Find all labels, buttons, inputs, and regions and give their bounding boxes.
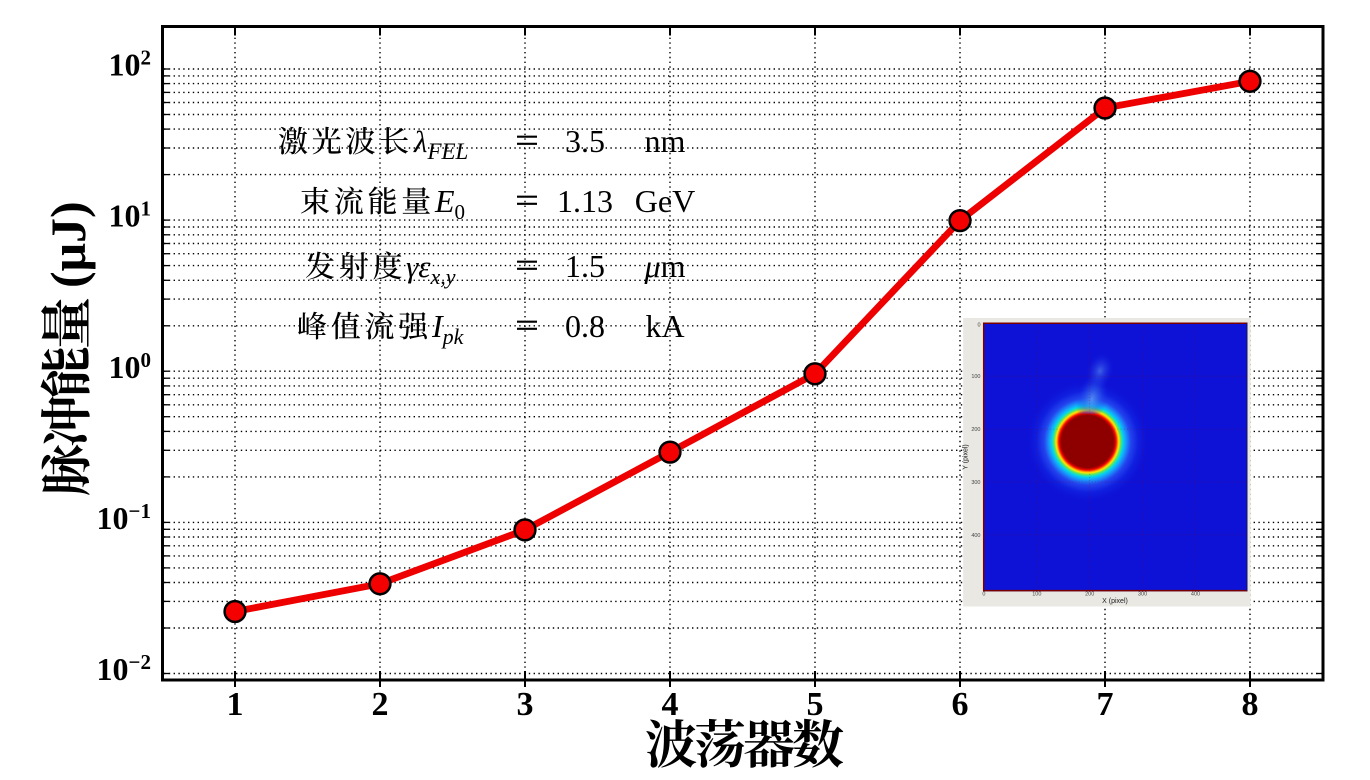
svg-text:nm: nm [645,123,686,159]
svg-text:10−2: 10−2 [97,650,151,687]
svg-text:3.5: 3.5 [565,123,605,159]
svg-text:μm: μm [644,248,686,284]
svg-text:7: 7 [1097,686,1114,723]
svg-text:5: 5 [807,686,824,723]
svg-text:GeV: GeV [635,183,695,219]
svg-text:300: 300 [971,480,980,486]
svg-text:X (pixel): X (pixel) [1102,598,1128,605]
svg-text:8: 8 [1242,686,1259,723]
svg-text:200: 200 [1085,592,1094,598]
svg-text:0: 0 [977,323,980,329]
svg-text:400: 400 [971,533,980,539]
svg-text:200: 200 [971,427,980,433]
svg-text:1.5: 1.5 [565,248,605,284]
svg-text:101: 101 [109,197,152,234]
svg-text:0.8: 0.8 [565,308,605,344]
svg-text:γεx,y: γεx,y [406,249,456,289]
svg-text:1: 1 [227,686,244,723]
svg-text:1.13: 1.13 [557,183,613,219]
svg-text:2: 2 [372,686,389,723]
svg-text:Y (pixel): Y (pixel) [963,444,970,470]
svg-text:λFEL: λFEL [413,124,468,164]
svg-text:0: 0 [982,592,985,598]
svg-text:100: 100 [971,374,980,380]
svg-text:3: 3 [517,686,534,723]
svg-text:6: 6 [952,686,969,723]
svg-text:400: 400 [1191,592,1200,598]
svg-text:(μJ): (μJ) [40,201,96,288]
svg-text:kA: kA [645,308,684,344]
svg-text:4: 4 [662,686,679,723]
svg-text:100: 100 [1032,592,1041,598]
svg-text:300: 300 [1138,592,1147,598]
